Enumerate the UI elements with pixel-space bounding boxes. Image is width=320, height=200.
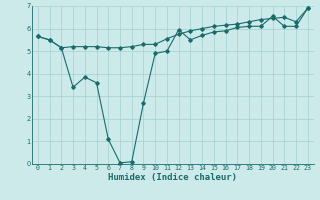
- X-axis label: Humidex (Indice chaleur): Humidex (Indice chaleur): [108, 173, 237, 182]
